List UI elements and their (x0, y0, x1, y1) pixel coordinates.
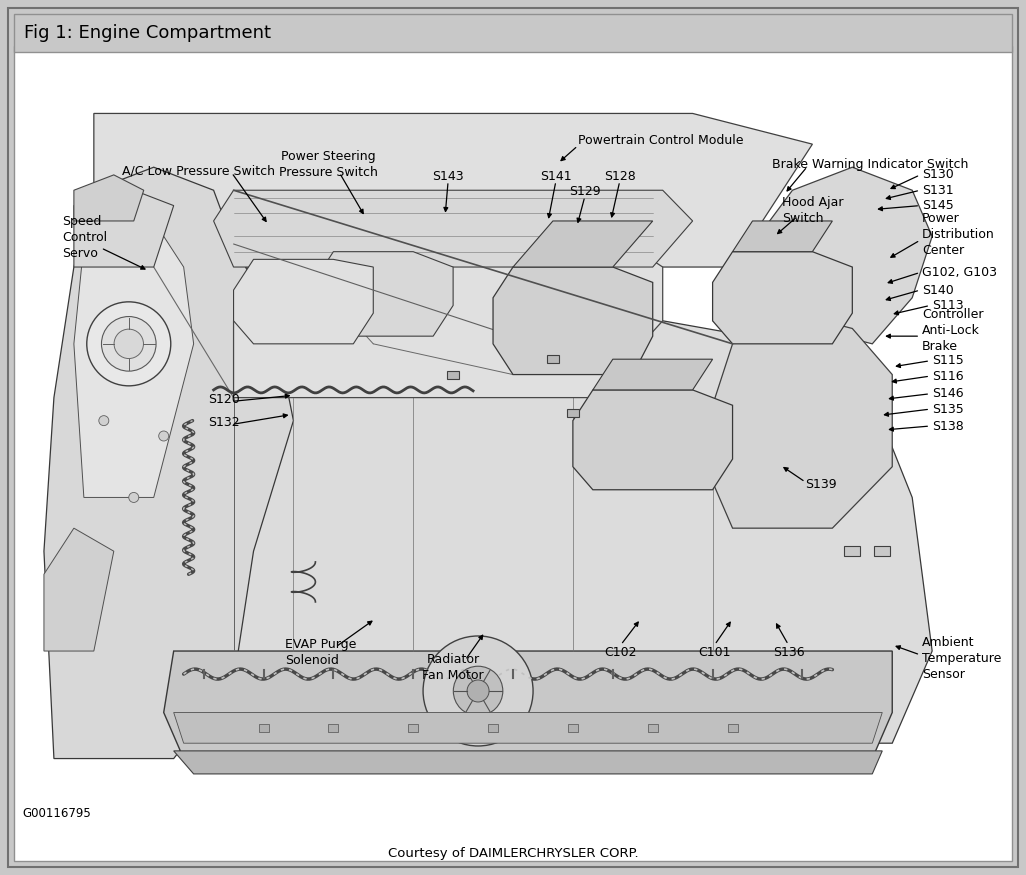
Polygon shape (593, 360, 713, 390)
Text: S138: S138 (933, 419, 963, 432)
Bar (259, 724, 269, 732)
Bar (567, 724, 578, 732)
Circle shape (423, 636, 534, 746)
Text: S145: S145 (922, 200, 954, 212)
Circle shape (102, 317, 156, 371)
Text: G00116795: G00116795 (22, 807, 90, 820)
Polygon shape (93, 114, 813, 267)
Text: Powertrain Control Module: Powertrain Control Module (578, 134, 744, 147)
Text: S128: S128 (604, 170, 636, 183)
Bar (874, 546, 891, 556)
Text: S113: S113 (933, 299, 963, 312)
Text: C102: C102 (604, 646, 637, 659)
Text: Controller
Anti-Lock
Brake: Controller Anti-Lock Brake (922, 307, 984, 353)
Text: S116: S116 (933, 369, 963, 382)
Polygon shape (313, 252, 453, 336)
Bar (727, 724, 738, 732)
Polygon shape (74, 175, 144, 221)
Circle shape (98, 416, 109, 425)
Text: Courtesy of DAIMLERCHRYSLER CORP.: Courtesy of DAIMLERCHRYSLER CORP. (388, 846, 638, 859)
Text: S130: S130 (922, 168, 954, 181)
Text: A/C Low Pressure Switch: A/C Low Pressure Switch (122, 164, 275, 178)
Text: S115: S115 (933, 354, 963, 367)
Text: Ambient
Temperature
Sensor: Ambient Temperature Sensor (922, 636, 1001, 682)
Text: S141: S141 (540, 170, 571, 183)
Text: S136: S136 (773, 646, 804, 659)
Text: Fig 1: Engine Compartment: Fig 1: Engine Compartment (24, 24, 271, 42)
Text: S131: S131 (922, 184, 954, 197)
Text: Brake Warning Indicator Switch: Brake Warning Indicator Switch (773, 158, 969, 172)
Circle shape (467, 680, 489, 702)
Text: S129: S129 (569, 186, 600, 199)
Polygon shape (154, 321, 933, 743)
Bar (647, 724, 658, 732)
Text: S146: S146 (933, 388, 963, 400)
Bar (328, 724, 339, 732)
Text: Power
Distribution
Center: Power Distribution Center (922, 213, 995, 257)
Text: S139: S139 (805, 478, 837, 491)
Polygon shape (173, 751, 882, 774)
Bar (547, 355, 559, 363)
Polygon shape (74, 190, 173, 267)
Polygon shape (234, 206, 663, 397)
Polygon shape (733, 167, 933, 344)
Circle shape (128, 493, 139, 502)
Text: S140: S140 (922, 284, 954, 297)
Polygon shape (713, 252, 853, 344)
Circle shape (87, 302, 170, 386)
Polygon shape (713, 313, 893, 528)
Text: EVAP Purge
Solenoid: EVAP Purge Solenoid (285, 638, 357, 667)
Text: Hood Ajar
Switch: Hood Ajar Switch (783, 197, 844, 226)
Polygon shape (44, 528, 114, 651)
Bar (488, 724, 498, 732)
Bar (408, 724, 419, 732)
Polygon shape (513, 221, 653, 267)
Bar (844, 546, 861, 556)
Polygon shape (234, 259, 373, 344)
Text: S143: S143 (432, 170, 464, 183)
Text: S135: S135 (933, 402, 963, 416)
Circle shape (159, 431, 168, 441)
Bar (14, 14, 1012, 52)
Text: S120: S120 (208, 393, 240, 406)
Text: G102, G103: G102, G103 (922, 266, 997, 279)
Polygon shape (44, 167, 293, 759)
Polygon shape (573, 390, 733, 490)
Text: Speed
Control
Servo: Speed Control Servo (62, 215, 107, 261)
Polygon shape (74, 206, 194, 498)
Text: Power Steering
Pressure Switch: Power Steering Pressure Switch (279, 150, 378, 179)
Text: C101: C101 (699, 646, 731, 659)
Text: S132: S132 (208, 416, 240, 429)
Polygon shape (173, 712, 882, 743)
Text: Radiator
Fan Motor: Radiator Fan Motor (423, 654, 484, 682)
Bar (447, 370, 459, 379)
Circle shape (453, 666, 503, 716)
Circle shape (114, 329, 144, 359)
Bar (567, 409, 579, 417)
Polygon shape (733, 221, 832, 252)
Polygon shape (494, 267, 653, 374)
Polygon shape (164, 651, 893, 759)
Polygon shape (213, 190, 693, 267)
